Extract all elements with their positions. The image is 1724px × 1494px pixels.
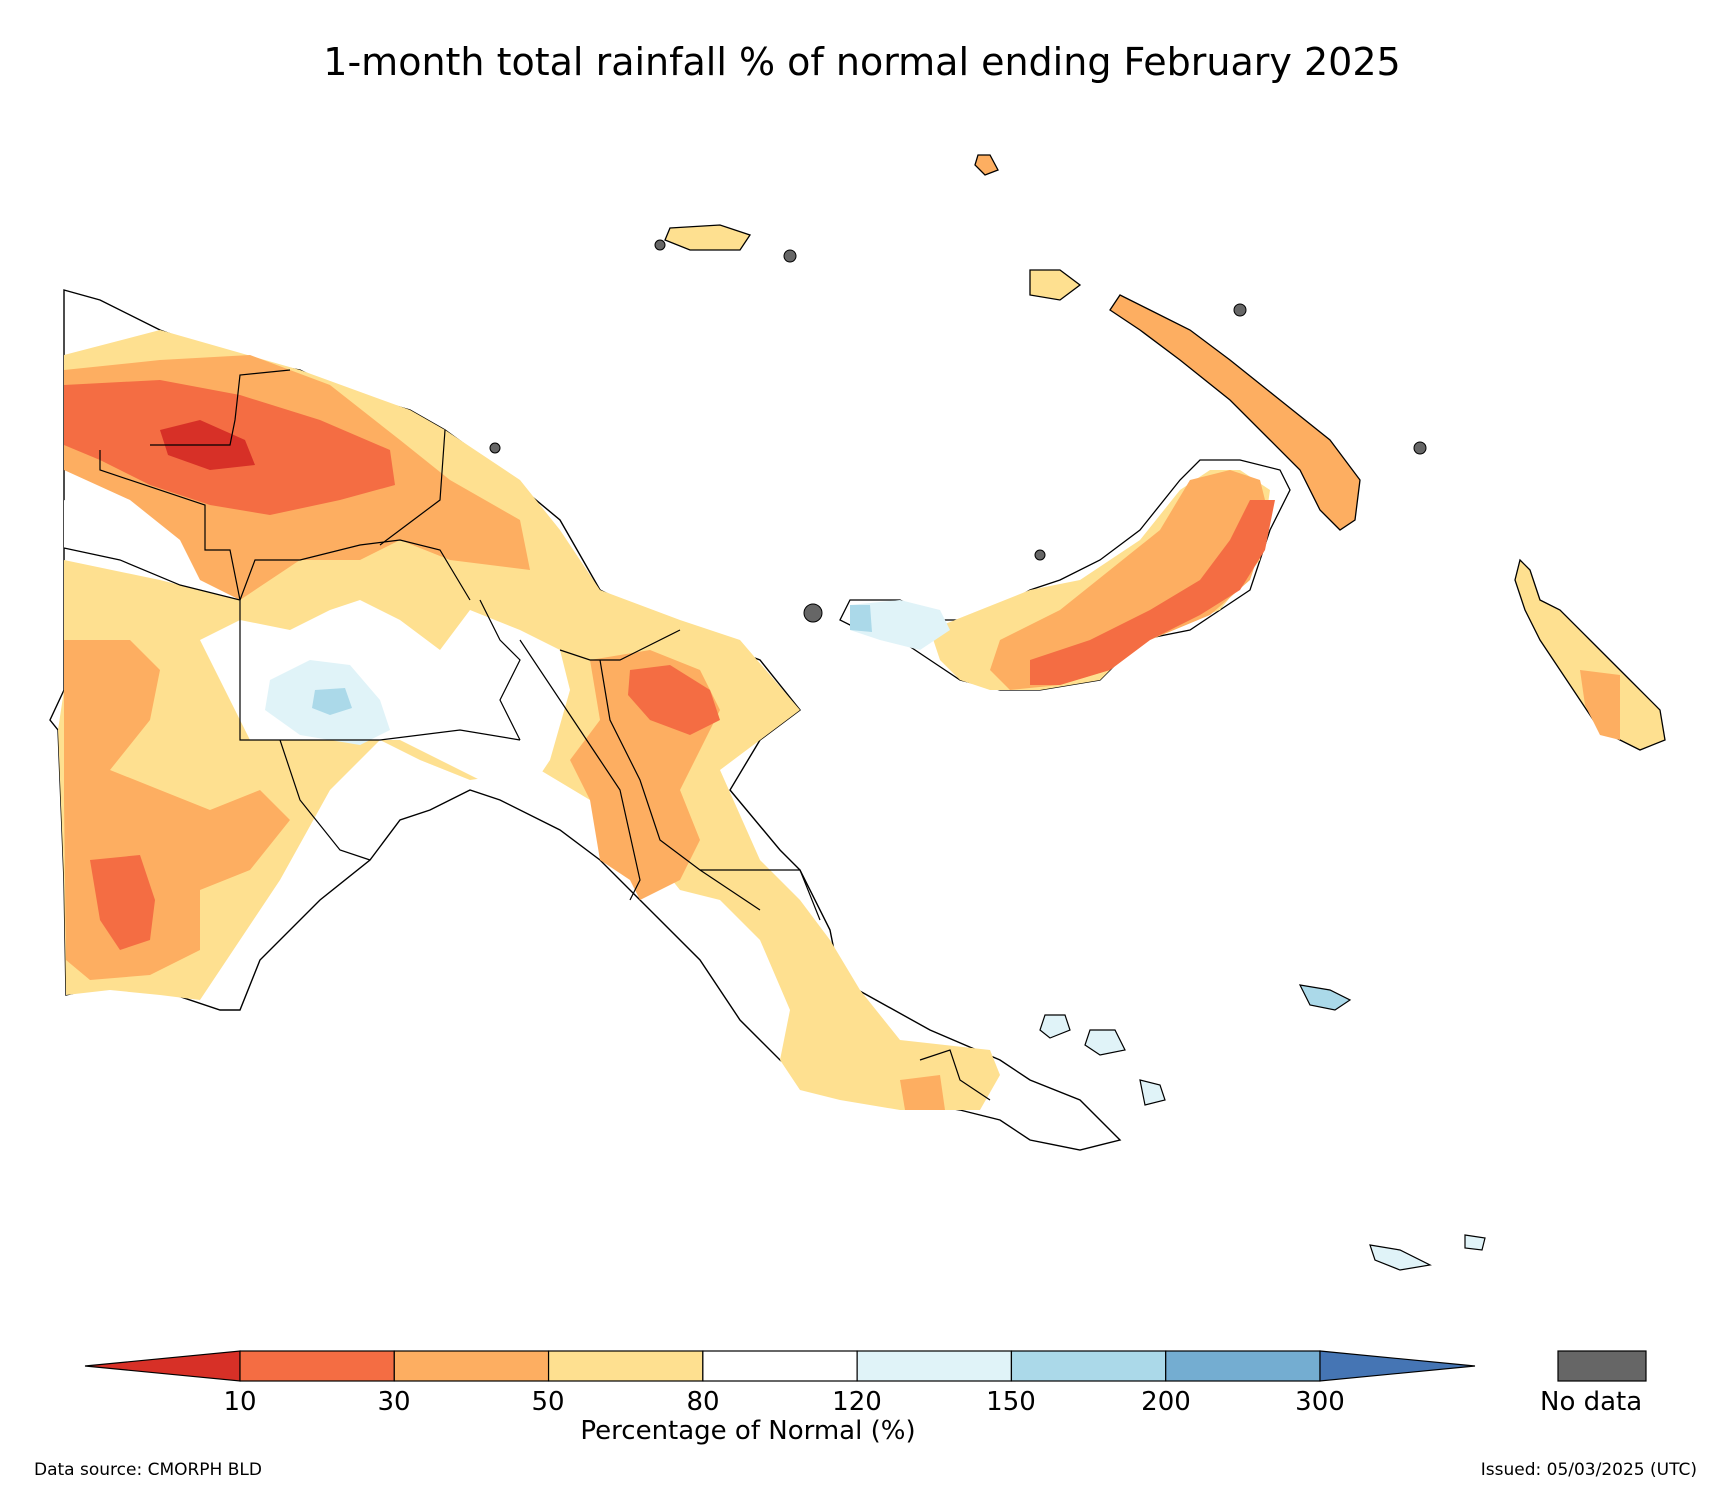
nd-island-7	[654, 239, 666, 251]
nd-island-1	[783, 249, 797, 263]
no-data-label: No data	[1540, 1387, 1643, 1417]
boundary-4	[239, 539, 471, 601]
nd-island-3	[1413, 441, 1427, 455]
boundary-10	[700, 869, 821, 921]
boundary-11	[919, 1049, 991, 1101]
region-10-30-central	[628, 665, 720, 735]
tick-label-200: 200	[1141, 1387, 1191, 1417]
boundary-7	[519, 639, 641, 901]
island-4	[1139, 1079, 1166, 1106]
nb-10-30	[1030, 500, 1275, 685]
tick-label-30: 30	[377, 1387, 411, 1417]
tick-label-80: 80	[686, 1387, 720, 1417]
island-5	[1369, 1244, 1432, 1271]
bougainville-outline	[1514, 558, 1666, 751]
issued-date: Issued: 05/03/2025 (UTC)	[1480, 1460, 1697, 1480]
tick-label-150: 150	[986, 1387, 1036, 1417]
region-10-30-southwest	[90, 855, 155, 950]
new-ireland-outline	[1109, 294, 1361, 531]
island-6	[1464, 1234, 1486, 1251]
nb-30-50	[990, 470, 1270, 690]
region-80-120-central	[200, 600, 570, 790]
mussau-island	[974, 154, 999, 176]
nb-120-150	[850, 600, 950, 650]
colorbar-title: Percentage of Normal (%)	[580, 1416, 916, 1446]
island-3	[1298, 984, 1352, 1011]
nd-island-2	[1233, 303, 1247, 317]
milne-bay-islands	[1039, 984, 1486, 1271]
new-britain	[839, 459, 1291, 691]
new-ireland	[664, 154, 1361, 531]
tick-label-50: 50	[531, 1387, 565, 1417]
region-150-200-highlands	[312, 688, 352, 715]
nb-150-200	[850, 605, 872, 632]
no-data-islands	[489, 239, 1427, 623]
data-source: Data source: CMORPH BLD	[34, 1460, 262, 1480]
boundary-5	[379, 429, 446, 546]
bougainville	[1514, 558, 1666, 751]
tick-label-10: 10	[223, 1387, 257, 1417]
province-boundaries	[63, 369, 991, 1101]
boundary-12	[479, 599, 521, 741]
boundary-6	[279, 739, 371, 861]
region-30-50-southeast	[900, 1075, 945, 1110]
map-title: 1-month total rainfall % of normal endin…	[323, 40, 1401, 84]
tick-label-300: 300	[1295, 1387, 1345, 1417]
nd-island-4	[1034, 549, 1046, 561]
bougainville-30-50	[1580, 670, 1620, 740]
manus-island	[664, 224, 752, 251]
island-2	[1084, 1029, 1126, 1056]
tick-label-120: 120	[832, 1387, 882, 1417]
new-hanover	[1029, 269, 1082, 301]
region-80-120-west	[64, 500, 140, 560]
nd-island-5	[489, 442, 501, 454]
boundary-2	[150, 369, 291, 446]
boundary-9	[559, 629, 681, 661]
nd-island-6	[803, 603, 823, 623]
island-1	[1039, 1014, 1071, 1039]
boundary-8	[599, 659, 761, 911]
boundary-1	[99, 450, 241, 601]
rainfall-shading	[58, 330, 1000, 1110]
